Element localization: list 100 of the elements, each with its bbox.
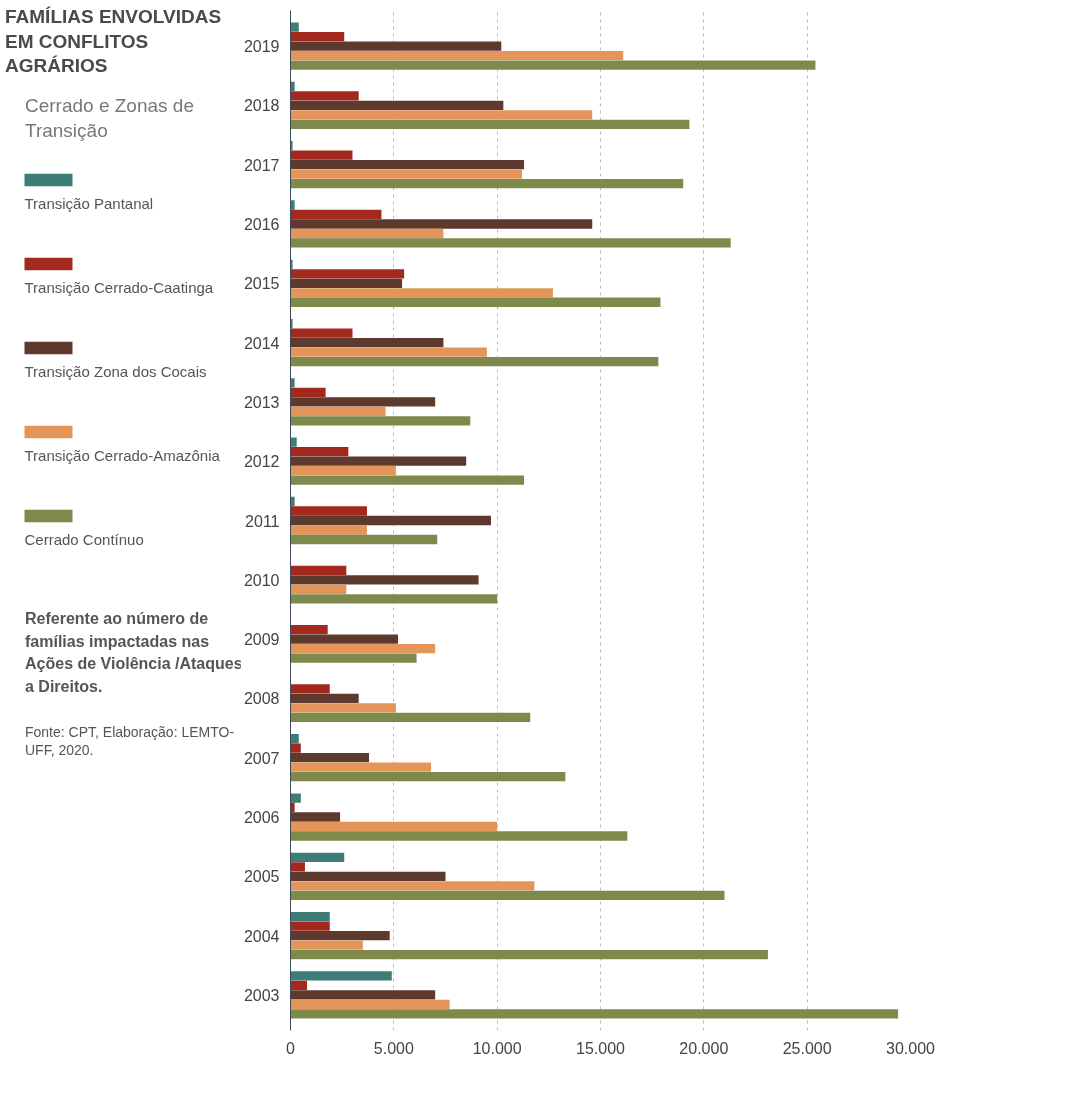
x-tick-label: 20.000 xyxy=(679,1039,729,1057)
bar xyxy=(290,634,398,644)
bar xyxy=(290,496,295,507)
x-tick-label: 5.000 xyxy=(373,1039,414,1057)
y-tick-label: 2006 xyxy=(243,809,280,827)
bar xyxy=(290,179,684,189)
bar xyxy=(290,980,308,991)
bar xyxy=(290,515,491,526)
bar xyxy=(290,821,498,832)
bar xyxy=(290,387,326,398)
bar xyxy=(290,200,295,210)
bar xyxy=(290,141,293,151)
bar xyxy=(290,209,382,220)
bar xyxy=(290,949,768,960)
bar xyxy=(290,534,438,545)
bar xyxy=(290,871,446,881)
bar xyxy=(290,297,661,307)
bar xyxy=(290,703,396,713)
bar xyxy=(290,347,487,357)
bar xyxy=(290,762,432,772)
y-tick-label: 2017 xyxy=(243,156,280,174)
bar xyxy=(290,575,479,585)
bar xyxy=(290,228,444,239)
y-tick-label: 2005 xyxy=(243,868,280,886)
bar xyxy=(290,753,370,763)
bar xyxy=(290,397,436,407)
bar xyxy=(290,31,345,42)
bar xyxy=(290,288,553,298)
bar xyxy=(290,475,525,485)
x-tick-label: 30.000 xyxy=(886,1039,936,1057)
bar xyxy=(290,911,330,922)
bar xyxy=(290,643,436,654)
bar xyxy=(290,91,359,101)
y-tick-label: 2014 xyxy=(243,334,280,352)
bar xyxy=(290,506,367,516)
bar xyxy=(290,594,498,604)
bar xyxy=(290,940,363,950)
bar xyxy=(290,584,347,594)
bar xyxy=(290,356,659,367)
bar xyxy=(290,169,522,179)
bar xyxy=(290,416,471,426)
y-tick-label: 2003 xyxy=(243,986,280,1004)
bar xyxy=(290,684,330,694)
bar xyxy=(290,100,504,111)
bar xyxy=(290,50,624,61)
legend-label: Cerrado Contínuo xyxy=(24,531,144,549)
y-tick-label: 2007 xyxy=(243,749,280,767)
legend-label: Transição Cerrado-Caatinga xyxy=(24,279,214,297)
source-note: Fonte: CPT, Elaboração: LEMTO-UFF, 2020. xyxy=(25,724,235,759)
bar xyxy=(290,712,531,723)
bar xyxy=(290,119,690,130)
y-tick-label: 2019 xyxy=(243,38,280,56)
bar xyxy=(290,743,301,753)
bar xyxy=(290,110,593,120)
bar xyxy=(290,60,816,70)
y-tick-label: 2015 xyxy=(243,275,280,293)
bar xyxy=(290,812,341,822)
legend-label: Transição Cerrado-Amazônia xyxy=(24,447,221,465)
bar xyxy=(290,447,349,457)
y-tick-label: 2011 xyxy=(245,512,280,530)
bar xyxy=(290,624,328,635)
y-tick-label: 2013 xyxy=(243,393,280,411)
bar xyxy=(290,734,299,744)
y-tick-label: 2008 xyxy=(243,690,280,708)
y-tick-label: 2004 xyxy=(243,927,280,945)
y-tick-label: 2010 xyxy=(243,571,280,589)
bar xyxy=(290,802,295,813)
bar xyxy=(290,456,467,466)
bar xyxy=(290,466,396,476)
y-tick-label: 2016 xyxy=(243,215,280,233)
bar xyxy=(290,862,305,872)
bar xyxy=(290,81,295,92)
bar xyxy=(290,971,392,981)
text: Referente ao número de famílias impactadas nas Ações de Violência /Ataques a Direitos. xyxy=(25,610,243,695)
text: Cerrado e Zonas de Transição xyxy=(25,95,194,141)
bar xyxy=(290,653,417,663)
bar xyxy=(290,269,405,279)
bar xyxy=(290,41,502,51)
bar xyxy=(290,793,301,803)
x-tick-label: 15.000 xyxy=(576,1039,626,1057)
y-tick-label: 2012 xyxy=(243,453,280,471)
bar xyxy=(290,921,330,931)
bar xyxy=(290,278,403,288)
bar xyxy=(290,259,293,269)
y-tick-label: 2018 xyxy=(243,97,280,115)
bar xyxy=(290,238,731,248)
bar xyxy=(290,890,725,900)
bar xyxy=(290,406,386,417)
bar xyxy=(290,831,628,841)
bar xyxy=(290,1009,899,1019)
bar xyxy=(290,990,436,1000)
bar xyxy=(290,930,390,941)
bar xyxy=(290,328,353,338)
bar xyxy=(290,693,359,704)
x-tick-label: 25.000 xyxy=(782,1039,832,1057)
text: FAMÍLIAS ENVOLVIDAS EM CONFLITOS AGRÁRIOS xyxy=(5,5,223,79)
bar xyxy=(290,318,293,329)
bar xyxy=(290,437,297,447)
x-tick-label: 0 xyxy=(286,1039,296,1057)
x-tick-label: 10.000 xyxy=(472,1039,522,1057)
